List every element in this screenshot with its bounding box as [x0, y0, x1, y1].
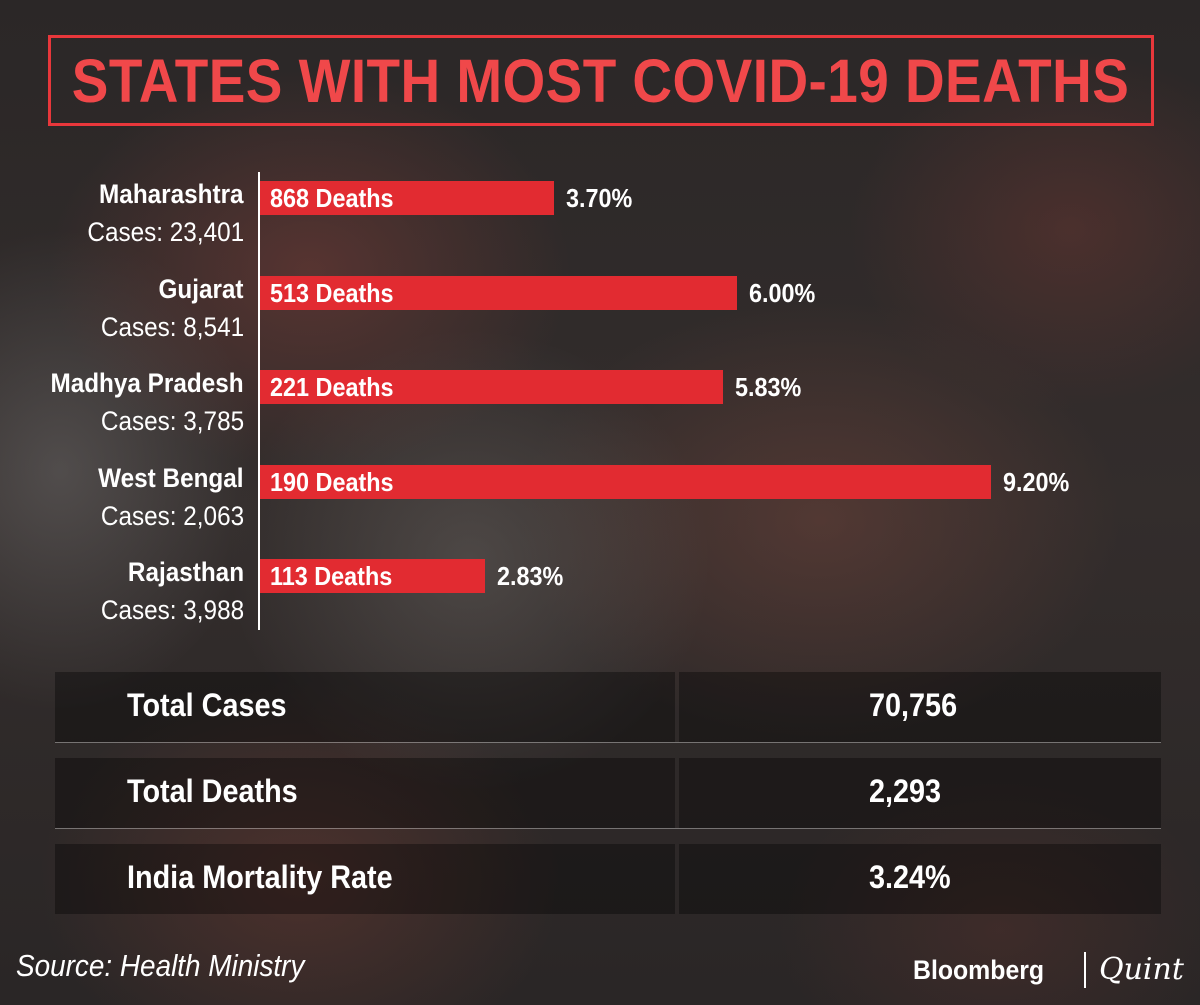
bar-rate-label: 3.70% — [566, 183, 633, 213]
summary-row: Total Deaths 2,293 — [55, 758, 1161, 844]
bar-rate-label: 9.20% — [1003, 466, 1070, 497]
summary-value: 2,293 — [869, 773, 942, 809]
summary-label: India Mortality Rate — [127, 859, 393, 895]
summary-table: Total Cases 70,756 Total Deaths 2,293 India … — [55, 672, 1161, 930]
source-note: Source: Health Ministry — [16, 948, 305, 983]
bar-deaths-label: 868 Deaths — [270, 183, 394, 213]
bar-deaths-label: 513 Deaths — [270, 277, 394, 308]
state-name-label: Gujarat — [158, 273, 244, 304]
state-cases-label: Cases: 23,401 — [87, 217, 244, 247]
summary-value: 70,756 — [869, 687, 958, 723]
state-cases-label: Cases: 2,063 — [100, 500, 244, 531]
bar-chart: Maharashtra Cases: 23,401 868 Deaths 3.70% G… — [50, 172, 1070, 630]
bar: 190 Deaths — [260, 464, 992, 499]
chart-title: STATES WITH MOST COVID-19 DEATHS — [72, 46, 1130, 115]
summary-value-cell — [679, 758, 1161, 828]
category-axis-line — [258, 172, 260, 630]
summary-row: Total Cases 70,756 — [55, 672, 1161, 758]
summary-value-cell — [679, 844, 1161, 914]
summary-label: Total Deaths — [127, 773, 298, 809]
summary-value-cell — [679, 672, 1161, 742]
state-name-label: West Bengal — [98, 462, 244, 493]
summary-label-cell — [55, 672, 675, 742]
state-cases-label: Cases: 3,785 — [100, 406, 244, 436]
bar: 221 Deaths — [260, 370, 724, 404]
summary-label: Total Cases — [127, 687, 287, 723]
bar-rate-label: 6.00% — [749, 277, 816, 308]
bar: 868 Deaths — [260, 181, 555, 215]
state-cases-label: Cases: 8,541 — [100, 311, 244, 342]
bar-deaths-label: 113 Deaths — [270, 561, 393, 591]
bar-rate-label: 5.83% — [735, 372, 802, 402]
bar: 513 Deaths — [260, 275, 737, 310]
summary-label-cell — [55, 844, 675, 914]
bar: 113 Deaths — [260, 559, 485, 593]
bar-rate-label: 2.83% — [496, 561, 564, 591]
state-cases-label: Cases: 3,988 — [100, 595, 244, 625]
logo-separator — [1084, 952, 1086, 988]
summary-value: 3.24% — [869, 859, 951, 895]
logo-quint-text: Quint — [1099, 952, 1184, 987]
summary-divider — [55, 828, 1161, 829]
summary-divider — [55, 742, 1161, 743]
summary-label-cell — [55, 758, 675, 828]
state-name-label: Rajasthan — [127, 557, 244, 587]
bar-deaths-label: 221 Deaths — [270, 372, 394, 402]
summary-row: India Mortality Rate 3.24% — [55, 844, 1161, 930]
logo-bloomberg-text: Bloomberg — [913, 955, 1045, 985]
state-name-label: Madhya Pradesh — [50, 368, 244, 398]
title-box: STATES WITH MOST COVID-19 DEATHS — [48, 35, 1154, 126]
bar-deaths-label: 190 Deaths — [270, 466, 394, 497]
state-name-label: Maharashtra — [99, 179, 244, 209]
